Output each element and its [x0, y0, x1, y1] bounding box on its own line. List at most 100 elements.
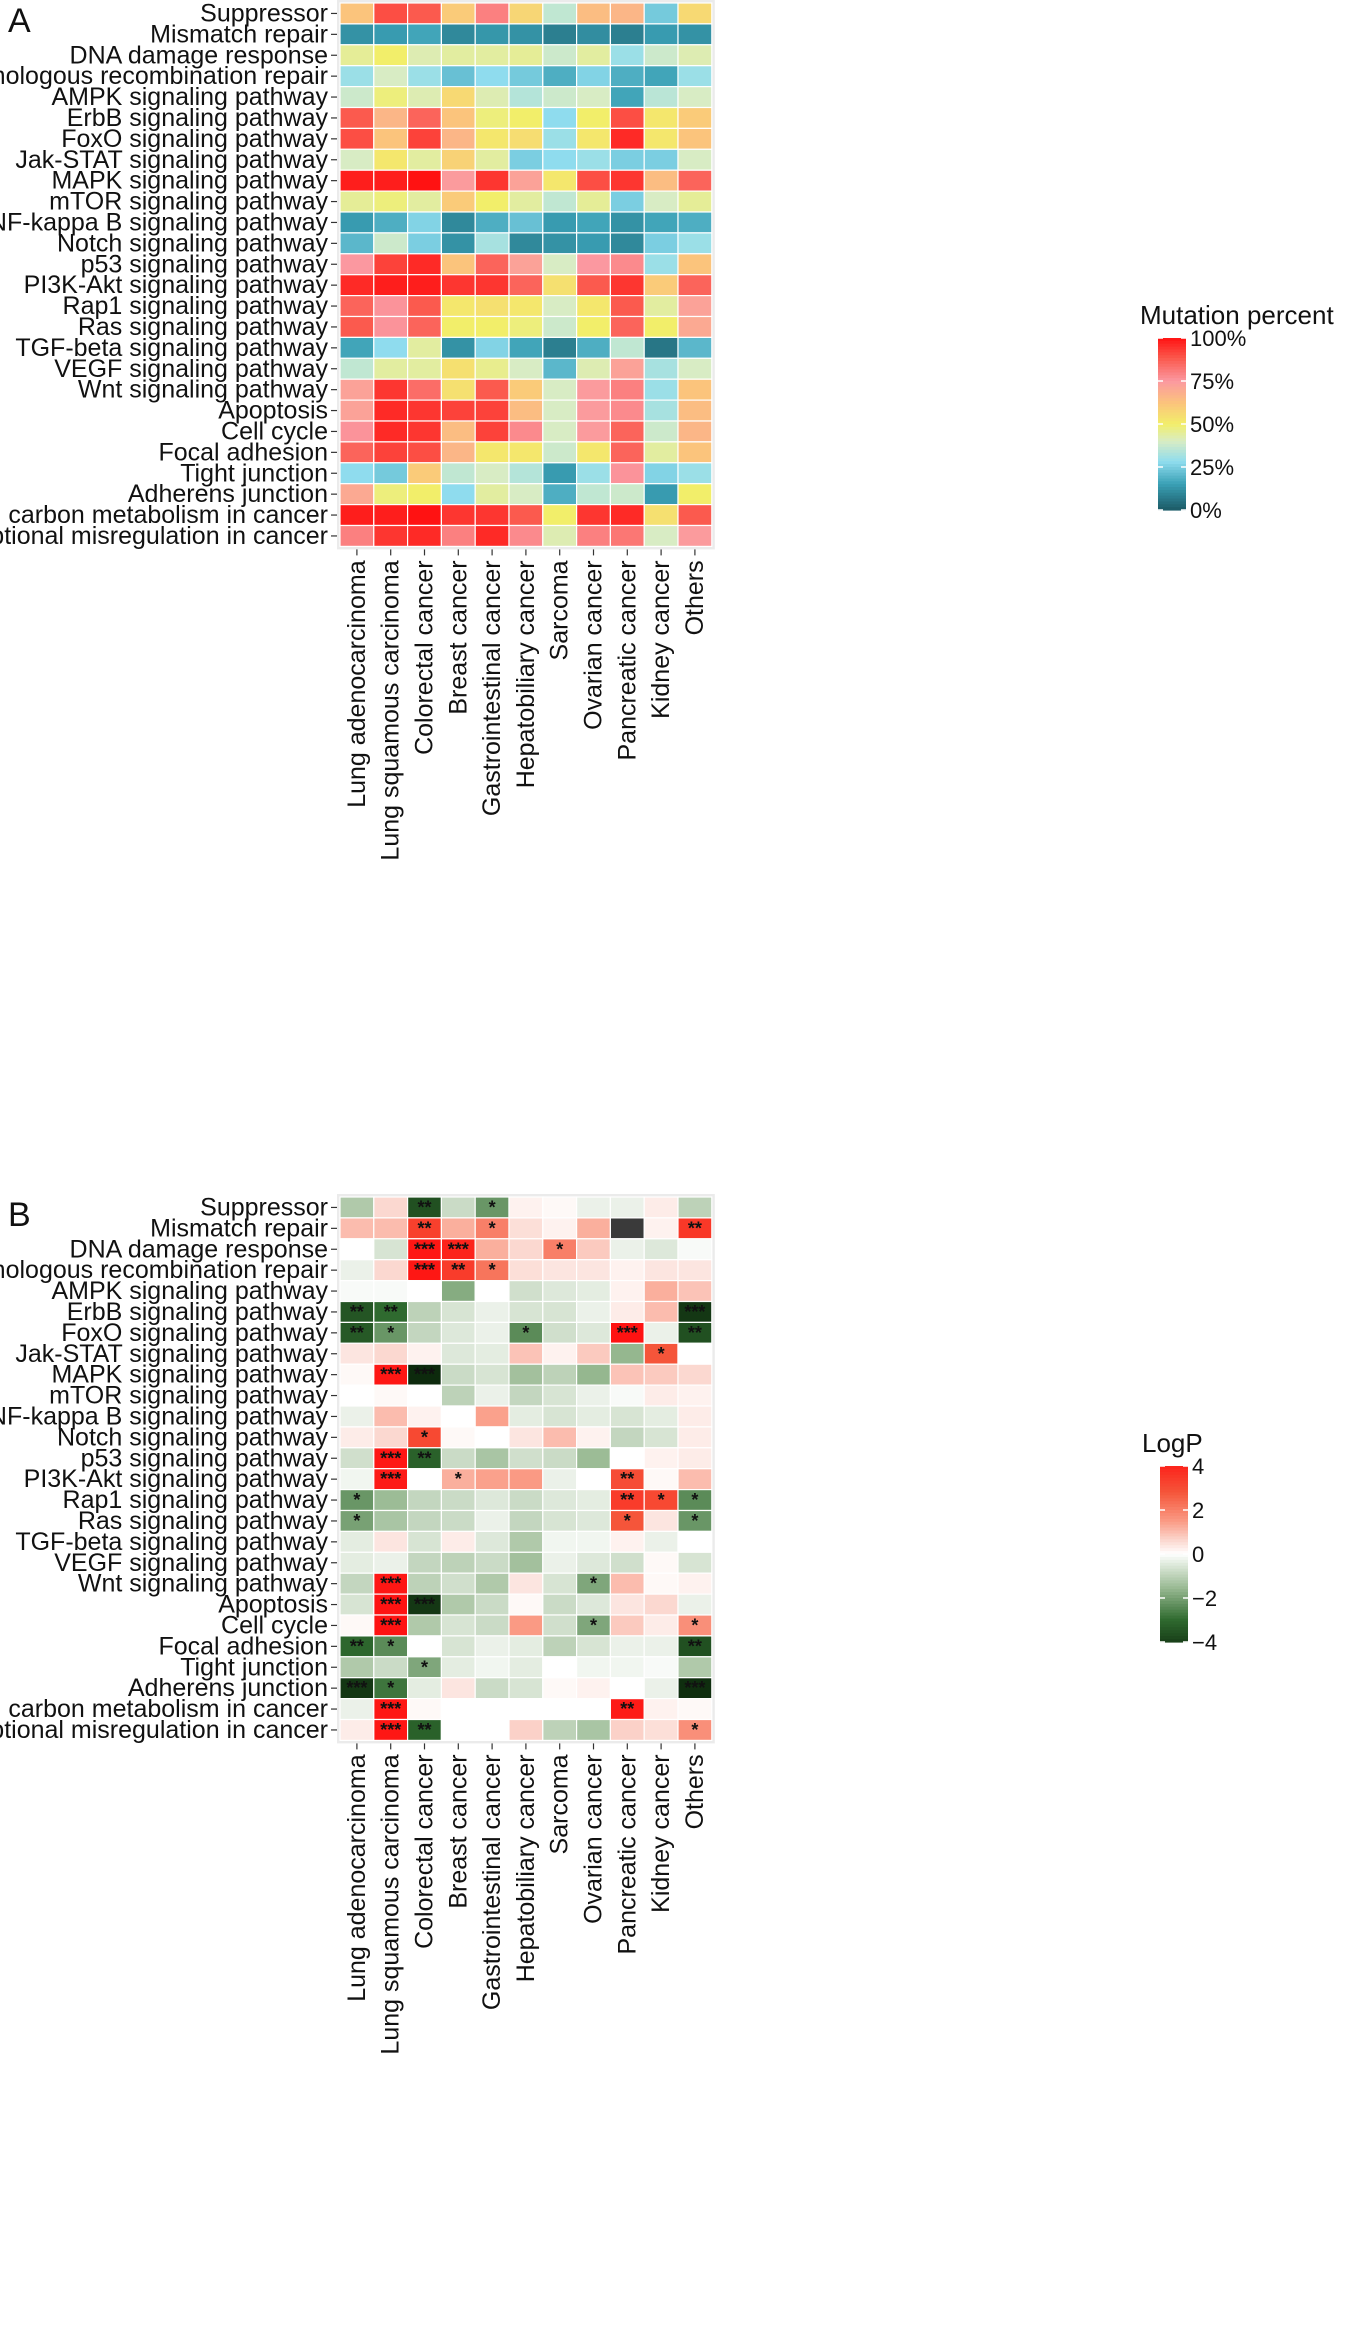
- heatmap-cell: [407, 127, 443, 150]
- colorbar-tick-label: −2: [1192, 1586, 1217, 1611]
- significance-mark: ***: [414, 1260, 435, 1280]
- heatmap-cell: [508, 1196, 544, 1219]
- row-label: Transcriptional misregulation in cancer: [0, 1716, 328, 1744]
- row-label: Jak-STAT signaling pathway: [15, 1340, 328, 1368]
- heatmap-cell: [677, 274, 713, 297]
- row-label: VEGF signaling pathway: [54, 1549, 328, 1577]
- panel-label: B: [8, 1196, 31, 1234]
- heatmap-cell: [508, 1405, 544, 1428]
- colorbar-segment: [1158, 489, 1186, 494]
- heatmap-cell: [575, 1259, 611, 1282]
- heatmap-cell: [609, 378, 645, 401]
- row-label: PI3K-Akt signaling pathway: [24, 1465, 329, 1493]
- colorbar-segment: [1160, 1612, 1188, 1617]
- heatmap-cell: [542, 1593, 578, 1616]
- heatmap-cell: [508, 504, 544, 527]
- heatmap-cell: [440, 169, 476, 192]
- colorbar-segment: [1160, 1518, 1188, 1523]
- heatmap-cell: [373, 65, 409, 88]
- row-label: ErbB signaling pathway: [67, 104, 329, 132]
- row-label: TGF-beta signaling pathway: [15, 334, 328, 362]
- heatmap-cell: [542, 1363, 578, 1386]
- colorbar-segment: [1160, 1603, 1188, 1608]
- heatmap-cell: [508, 1259, 544, 1282]
- heatmap-cell: [677, 1698, 713, 1721]
- colorbar-segment: [1158, 475, 1186, 480]
- heatmap-cell: [677, 1238, 713, 1261]
- heatmap-cell: [643, 232, 679, 255]
- heatmap-cell: [440, 23, 476, 46]
- heatmap-cell: [474, 85, 510, 109]
- heatmap-cell: [440, 1217, 476, 1240]
- heatmap-cell: [508, 1447, 544, 1470]
- significance-mark: *: [421, 1657, 428, 1677]
- column-label: Others: [681, 560, 709, 635]
- heatmap-cell: [508, 1468, 544, 1491]
- colorbar-segment: [1160, 1577, 1188, 1581]
- colorbar-segment: [1160, 1492, 1188, 1496]
- heatmap-cell: [542, 1698, 578, 1721]
- heatmap-cell: [407, 2, 443, 25]
- heatmap-cell: [508, 148, 544, 171]
- heatmap-cell: [373, 106, 409, 129]
- heatmap-cell: [542, 1509, 578, 1532]
- heatmap-cell: [575, 274, 611, 297]
- colorbar-segment: [1158, 495, 1186, 500]
- heatmap-cell: [373, 274, 409, 297]
- heatmap-cell: [643, 23, 679, 46]
- colorbar-tick-label: 4: [1192, 1454, 1204, 1479]
- heatmap-cell: [542, 148, 578, 171]
- heatmap-cell: [542, 253, 578, 276]
- heatmap-cell: [373, 1279, 409, 1303]
- heatmap-cell: [575, 1279, 611, 1303]
- heatmap-cell: [575, 295, 611, 318]
- colorbar-segment: [1158, 435, 1186, 439]
- heatmap-cell: [609, 1614, 645, 1637]
- row-label: Wnt signaling pathway: [78, 376, 329, 404]
- heatmap-cell: [575, 190, 611, 213]
- row-label: VEGF signaling pathway: [54, 355, 328, 383]
- heatmap-cell: [677, 336, 713, 359]
- colorbar-segment: [1158, 469, 1186, 474]
- significance-mark: **: [451, 1260, 465, 1280]
- significance-mark: **: [417, 1720, 431, 1740]
- heatmap-cell: [440, 1635, 476, 1658]
- heatmap-cell: [542, 1572, 578, 1595]
- column-label: Hepatobiliary cancer: [512, 1754, 540, 1982]
- heatmap-cell: [440, 1426, 476, 1449]
- colorbar-segment: [1160, 1618, 1188, 1623]
- heatmap-cell: [643, 1635, 679, 1658]
- heatmap-cell: [643, 169, 679, 192]
- heatmap-cell: [474, 1321, 510, 1344]
- colorbar-segment: [1158, 392, 1186, 396]
- heatmap-cell: [474, 1656, 510, 1679]
- colorbar-segment: [1158, 432, 1186, 437]
- heatmap-cell: [542, 295, 578, 318]
- heatmap-cell: [508, 1509, 544, 1532]
- column-label: Kidney cancer: [647, 560, 675, 718]
- heatmap-cell: [474, 378, 510, 401]
- colorbar-segment: [1158, 383, 1186, 388]
- heatmap-cell: [542, 1656, 578, 1679]
- heatmap-cell: [508, 2, 544, 25]
- heatmap-cell: [508, 232, 544, 255]
- column-label: Lung squamous carcinoma: [377, 560, 405, 860]
- heatmap-cell: [339, 1530, 375, 1553]
- heatmap-cell: [339, 1196, 375, 1219]
- colorbar-segment: [1158, 338, 1186, 342]
- colorbar-segment: [1160, 1556, 1188, 1561]
- heatmap-cell: [339, 1718, 375, 1741]
- colorbar-segment: [1160, 1512, 1188, 1517]
- heatmap-cell: [508, 106, 544, 129]
- heatmap-cell: [575, 420, 611, 443]
- significance-mark: **: [417, 1218, 431, 1238]
- heatmap-cell: [407, 148, 443, 171]
- heatmap-cell: [677, 169, 713, 192]
- heatmap-cell: [339, 357, 375, 380]
- heatmap-cell: [643, 1405, 679, 1428]
- heatmap-cell: [575, 1196, 611, 1219]
- heatmap-cell: [643, 106, 679, 129]
- heatmap-cell: [508, 295, 544, 318]
- heatmap-cell: [609, 483, 645, 506]
